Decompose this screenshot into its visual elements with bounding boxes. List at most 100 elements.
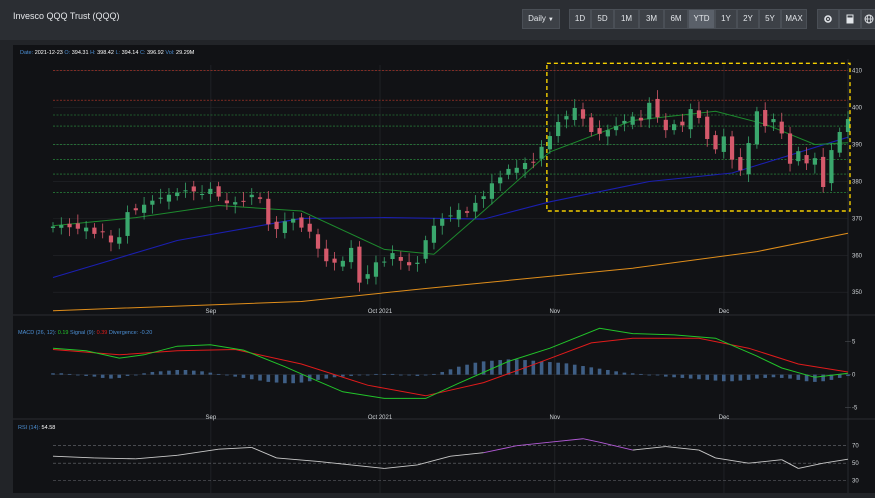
macd-x-tick-label: Nov — [549, 415, 560, 421]
divergence-bar — [456, 366, 461, 375]
top-toolbar: Invesco QQQ Trust (QQQ) Daily ▼ 1D 5D 1M 3M 6… — [0, 0, 875, 40]
divergence-bar — [581, 366, 585, 375]
range-button-1d[interactable]: 1D — [569, 9, 591, 29]
candle — [158, 197, 163, 199]
candle — [315, 234, 321, 249]
divergence-bar — [274, 374, 279, 383]
chart-svg[interactable]: Date: 2021-12-23 O: 394.31 H: 398.42 L: … — [13, 45, 875, 493]
divergence-bar — [109, 374, 113, 379]
candle — [647, 102, 652, 120]
range-button-5d[interactable]: 5D — [591, 9, 614, 29]
divergence-bar — [233, 374, 237, 377]
candle — [680, 121, 685, 126]
divergence-bar — [697, 374, 701, 380]
candle — [845, 119, 851, 132]
candle — [307, 223, 312, 232]
interval-dropdown[interactable]: Daily ▼ — [522, 9, 560, 29]
candle — [796, 151, 801, 162]
rsi-line-segment — [549, 438, 584, 443]
divergence-bar — [721, 374, 726, 382]
candle — [630, 116, 635, 125]
chevron-down-icon: ▼ — [547, 17, 554, 23]
divergence-bar — [84, 374, 88, 376]
rsi-line-segment — [450, 452, 484, 457]
open-label: O: — [64, 50, 70, 56]
range-button-ytd[interactable]: YTD — [688, 9, 715, 29]
range-button-1y[interactable]: 1Y — [715, 9, 737, 29]
rsi-line-segment — [218, 447, 252, 450]
divergence-bar — [117, 374, 122, 378]
rsi-line-segment — [698, 449, 716, 459]
rsi-line-segment — [483, 445, 517, 454]
candle — [274, 221, 279, 230]
divergence-bar — [92, 374, 97, 377]
range-button-5y[interactable]: 5Y — [759, 9, 781, 29]
calculator-icon — [846, 14, 854, 24]
divergence-bar — [630, 373, 635, 375]
divergence-bar — [763, 374, 767, 378]
divergence-bar — [572, 364, 577, 375]
range-button-max[interactable]: MAX — [781, 9, 807, 29]
divergence-bar — [688, 374, 693, 379]
divergence-bar — [779, 374, 784, 378]
divergence-bar — [399, 374, 403, 376]
rsi-line-segment — [417, 455, 451, 466]
candle — [655, 98, 660, 118]
candle — [175, 192, 180, 197]
macd-divergence-value: -0.20 — [140, 330, 153, 336]
candle — [191, 186, 196, 192]
range-button-2y[interactable]: 2Y — [737, 9, 759, 29]
volume-label: Vol: — [165, 50, 175, 56]
interval-label: Daily — [528, 14, 546, 23]
rsi-line-segment — [94, 457, 136, 460]
divergence-bar — [142, 373, 146, 375]
divergence-bar — [183, 369, 188, 375]
candle — [564, 116, 569, 120]
macd-y-tick-label: 5 — [852, 340, 856, 346]
divergence-bar — [771, 374, 776, 378]
candle — [547, 136, 552, 150]
candle — [299, 217, 304, 228]
range-button-1m[interactable]: 1M — [614, 9, 639, 29]
divergence-bar — [59, 373, 64, 375]
candle — [705, 116, 710, 139]
divergence-bar — [564, 363, 569, 375]
divergence-bar — [291, 374, 295, 384]
settings-button[interactable] — [817, 9, 839, 29]
divergence-bar — [796, 374, 801, 380]
calculator-button[interactable] — [839, 9, 861, 29]
candle — [829, 150, 834, 184]
candle — [671, 124, 677, 131]
divergence-bar — [150, 371, 155, 375]
low-value: 394.14 — [122, 50, 139, 56]
rsi-line-segment — [251, 447, 277, 459]
divergence-bar — [738, 374, 743, 381]
candle — [125, 212, 130, 236]
rsi-line-segment — [384, 464, 418, 469]
low-label: L: — [115, 50, 120, 56]
rsi-line-segment — [748, 459, 782, 464]
macd-title: MACD (26, 12): — [18, 330, 57, 336]
candle — [183, 190, 188, 192]
price-y-tick-label: 360 — [852, 253, 863, 259]
macd-x-tick-label: Dec — [719, 415, 730, 421]
divergence-bar — [283, 374, 287, 384]
globe-button[interactable] — [861, 9, 875, 29]
divergence-bar — [208, 372, 213, 375]
candle — [721, 136, 726, 152]
divergence-bar — [597, 368, 602, 375]
price-x-tick-label: Sep — [206, 309, 217, 315]
candle — [224, 200, 230, 204]
divergence-bar — [639, 373, 643, 375]
divergence-bar — [341, 374, 345, 377]
range-button-6m[interactable]: 6M — [664, 9, 688, 29]
candle — [696, 110, 702, 118]
divergence-bar — [448, 369, 453, 375]
chart-area[interactable]: Date: 2021-12-23 O: 394.31 H: 398.42 L: … — [13, 45, 875, 493]
candle — [638, 117, 644, 121]
globe-icon — [864, 14, 873, 24]
range-button-3m[interactable]: 3M — [639, 9, 664, 29]
divergence-bar — [167, 370, 171, 375]
divergence-bar — [680, 374, 685, 378]
macd-readout: MACD (26, 12): 0.19 Signal (9): 0.39 Div… — [18, 330, 152, 336]
